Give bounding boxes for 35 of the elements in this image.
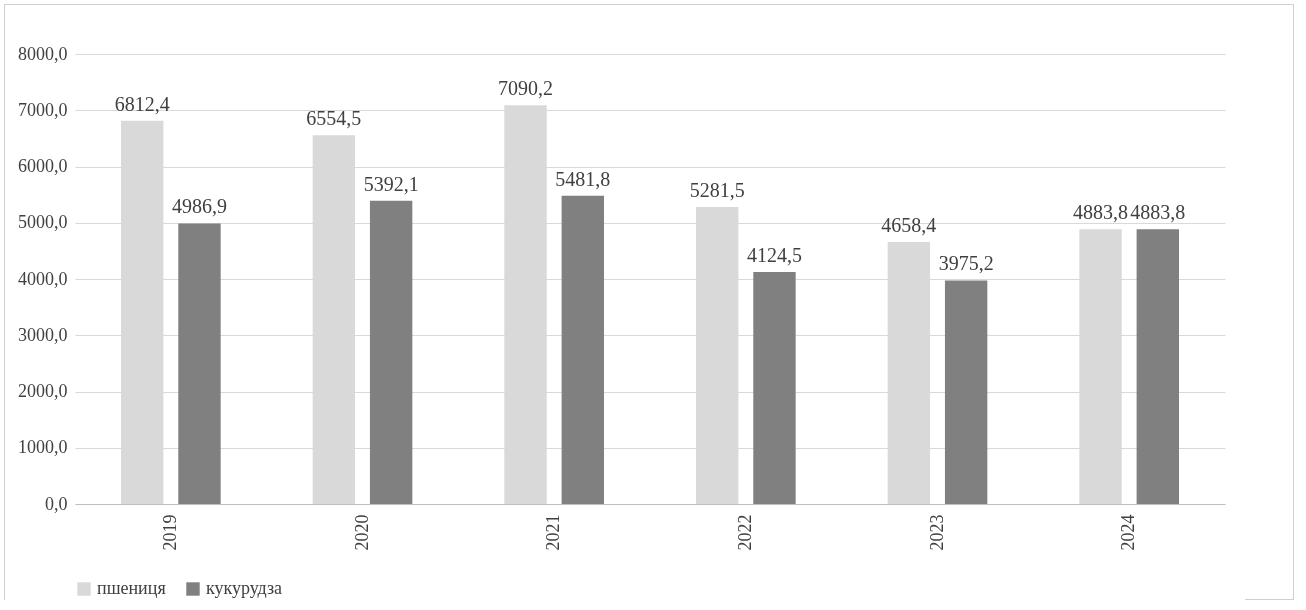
data-label: 4883,8: [1073, 201, 1129, 224]
y-tick-label: 4000,0: [18, 268, 68, 289]
x-tick-label: 2021: [543, 514, 564, 551]
legend-label: пшениця: [97, 578, 166, 598]
data-label: 4124,5: [746, 244, 802, 266]
data-label: 3975,2: [938, 252, 994, 275]
data-label: 4658,4: [881, 213, 937, 236]
y-tick-label: 7000,0: [18, 99, 68, 120]
bar: [178, 223, 221, 504]
data-label: 5392,1: [363, 172, 419, 195]
x-tick-label: 2022: [734, 514, 755, 551]
y-tick-label: 6000,0: [18, 156, 68, 176]
x-tick-label: 2020: [351, 514, 372, 551]
bar: [1136, 229, 1179, 504]
bar: [561, 195, 604, 504]
x-tick-label: 2023: [926, 514, 947, 551]
x-tick-label: 2019: [159, 514, 180, 551]
data-label: 6554,5: [306, 107, 362, 130]
data-label: 4986,9: [171, 195, 227, 218]
y-tick-label: 1000,0: [18, 437, 68, 458]
legend-label: кукурудза: [206, 578, 283, 598]
data-label: 5481,8: [555, 167, 611, 190]
bar: [944, 280, 988, 504]
bar: [753, 272, 796, 504]
data-label: 5281,5: [689, 178, 745, 201]
y-tick-label: 8000,0: [18, 43, 68, 64]
y-tick-label: 3000,0: [18, 324, 68, 345]
data-label: 7090,2: [498, 77, 554, 100]
data-label: 4883,8: [1130, 201, 1186, 224]
y-tick-label: 5000,0: [18, 212, 68, 233]
x-tick-label: 2024: [1118, 514, 1139, 551]
data-label: 6812,4: [114, 92, 170, 115]
y-tick-label: 2000,0: [18, 381, 68, 401]
y-tick-label: 0,0: [45, 493, 68, 514]
bar: [369, 200, 413, 504]
